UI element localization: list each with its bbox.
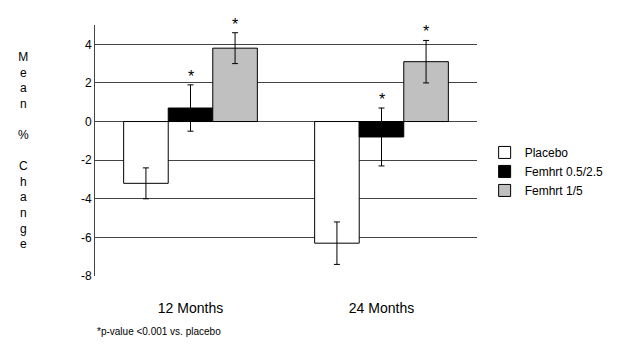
svg-text:24 Months: 24 Months	[349, 300, 414, 316]
svg-text:-8: -8	[81, 269, 92, 283]
svg-text:*: *	[188, 68, 194, 85]
svg-text:-6: -6	[81, 231, 92, 245]
svg-text:*p-value <0.001 vs. placebo: *p-value <0.001 vs. placebo	[97, 326, 221, 337]
svg-text:Femhrt 0.5/2.5: Femhrt 0.5/2.5	[525, 165, 603, 179]
svg-text:Mean % Change: Mean % Change	[18, 50, 29, 251]
svg-text:-4: -4	[81, 192, 92, 206]
svg-text:-2: -2	[81, 153, 92, 167]
svg-text:12 Months: 12 Months	[158, 300, 223, 316]
svg-text:*: *	[423, 23, 429, 40]
svg-text:Placebo: Placebo	[525, 146, 569, 160]
svg-text:*: *	[379, 91, 385, 108]
svg-text:0: 0	[85, 115, 92, 129]
svg-text:2: 2	[85, 76, 92, 90]
svg-text:*: *	[232, 16, 238, 33]
svg-text:4: 4	[85, 38, 92, 52]
svg-text:Femhrt 1/5: Femhrt 1/5	[525, 184, 583, 198]
